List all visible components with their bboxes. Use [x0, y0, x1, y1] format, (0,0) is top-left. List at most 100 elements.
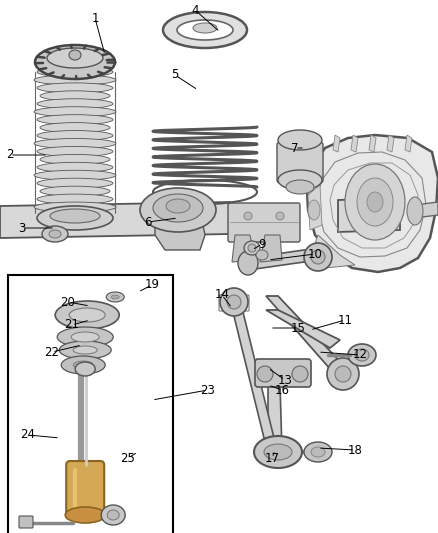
Ellipse shape: [163, 12, 247, 48]
Text: 5: 5: [171, 69, 179, 82]
Ellipse shape: [34, 75, 116, 85]
Polygon shape: [415, 202, 438, 218]
Ellipse shape: [75, 362, 95, 376]
Text: 18: 18: [348, 443, 362, 456]
Ellipse shape: [35, 45, 115, 79]
Ellipse shape: [367, 192, 383, 212]
Ellipse shape: [348, 344, 376, 366]
Polygon shape: [351, 135, 358, 152]
Ellipse shape: [69, 50, 81, 60]
Ellipse shape: [407, 197, 423, 225]
Ellipse shape: [106, 292, 124, 302]
Ellipse shape: [55, 301, 119, 329]
Text: 6: 6: [144, 215, 152, 229]
Ellipse shape: [40, 123, 110, 133]
Ellipse shape: [65, 507, 105, 523]
Ellipse shape: [37, 147, 113, 157]
Bar: [8, 275, 173, 533]
Polygon shape: [333, 135, 340, 152]
Text: 19: 19: [145, 279, 159, 292]
Ellipse shape: [37, 131, 113, 141]
FancyBboxPatch shape: [66, 461, 104, 519]
Polygon shape: [405, 135, 412, 152]
Polygon shape: [338, 198, 400, 232]
Ellipse shape: [304, 442, 332, 462]
Ellipse shape: [244, 212, 252, 220]
Ellipse shape: [177, 20, 233, 40]
Ellipse shape: [153, 194, 203, 222]
Polygon shape: [266, 310, 340, 348]
Text: 15: 15: [290, 321, 305, 335]
Ellipse shape: [292, 366, 308, 382]
Polygon shape: [268, 384, 282, 452]
Ellipse shape: [357, 178, 393, 226]
Ellipse shape: [34, 170, 116, 180]
Ellipse shape: [37, 163, 113, 172]
Ellipse shape: [304, 243, 332, 271]
Ellipse shape: [34, 202, 116, 212]
Ellipse shape: [327, 358, 359, 390]
Text: 9: 9: [258, 238, 266, 251]
Ellipse shape: [238, 251, 258, 275]
Text: 25: 25: [120, 451, 135, 464]
Ellipse shape: [257, 366, 273, 382]
Text: 23: 23: [201, 384, 215, 397]
Polygon shape: [266, 296, 348, 378]
FancyBboxPatch shape: [255, 359, 311, 387]
Ellipse shape: [49, 230, 61, 238]
Ellipse shape: [311, 250, 325, 264]
Polygon shape: [232, 235, 255, 262]
Ellipse shape: [244, 241, 260, 255]
Text: 22: 22: [45, 345, 60, 359]
Ellipse shape: [111, 295, 119, 299]
Ellipse shape: [40, 155, 110, 164]
Text: 24: 24: [21, 429, 35, 441]
Polygon shape: [387, 135, 394, 152]
Ellipse shape: [193, 23, 217, 33]
Ellipse shape: [101, 505, 125, 525]
Ellipse shape: [220, 288, 248, 316]
Ellipse shape: [37, 206, 113, 230]
Polygon shape: [369, 135, 376, 152]
Polygon shape: [232, 308, 275, 442]
Ellipse shape: [286, 180, 314, 194]
Ellipse shape: [107, 510, 119, 520]
Ellipse shape: [254, 436, 302, 468]
Text: 4: 4: [191, 4, 199, 17]
Ellipse shape: [37, 194, 113, 204]
Text: 7: 7: [291, 141, 299, 155]
Ellipse shape: [40, 186, 110, 196]
Polygon shape: [312, 235, 355, 268]
Ellipse shape: [37, 67, 113, 77]
Ellipse shape: [50, 209, 100, 223]
Text: 10: 10: [307, 247, 322, 261]
Ellipse shape: [69, 308, 105, 322]
Ellipse shape: [248, 244, 256, 252]
Ellipse shape: [308, 200, 320, 220]
Ellipse shape: [166, 199, 190, 213]
Polygon shape: [308, 185, 322, 230]
Ellipse shape: [34, 139, 116, 149]
Text: 16: 16: [275, 384, 290, 397]
Ellipse shape: [42, 226, 68, 242]
Text: 21: 21: [64, 319, 80, 332]
Text: 14: 14: [215, 288, 230, 302]
Ellipse shape: [37, 178, 113, 188]
Text: 1: 1: [91, 12, 99, 25]
FancyBboxPatch shape: [277, 142, 323, 183]
Polygon shape: [155, 210, 205, 250]
Ellipse shape: [355, 349, 369, 361]
Ellipse shape: [264, 444, 292, 460]
Ellipse shape: [278, 170, 322, 190]
Ellipse shape: [311, 447, 325, 457]
Ellipse shape: [40, 91, 110, 101]
Text: 3: 3: [18, 222, 26, 235]
Text: 20: 20: [60, 295, 75, 309]
Ellipse shape: [276, 212, 284, 220]
Ellipse shape: [37, 99, 113, 109]
Ellipse shape: [227, 295, 241, 309]
Ellipse shape: [37, 115, 113, 125]
Ellipse shape: [256, 250, 268, 260]
Ellipse shape: [57, 327, 113, 347]
Text: 11: 11: [338, 313, 353, 327]
